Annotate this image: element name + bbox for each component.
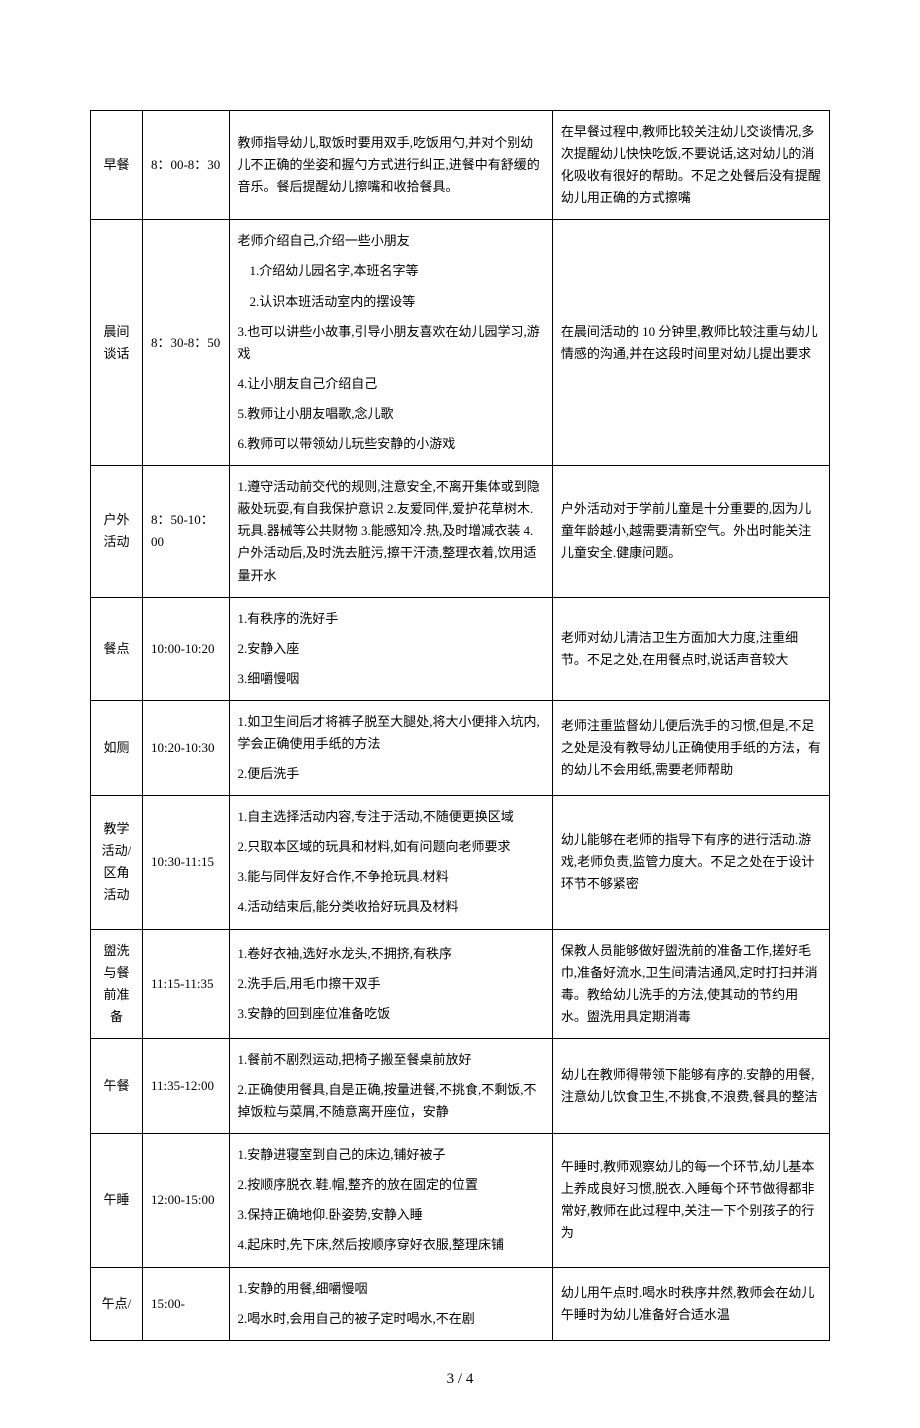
time-cell: 11:35-12:00 xyxy=(142,1038,229,1133)
time-cell: 8：00-8：30 xyxy=(142,111,229,220)
content-list-item: 1.介绍幼儿园名字,本班名字等 xyxy=(238,260,544,282)
activity-cell: 盥洗与餐前准备 xyxy=(91,929,143,1038)
content-list-item: 3.安静的回到座位准备吃饭 xyxy=(238,1003,544,1025)
table-row: 午点/15:00- 1.安静的用餐,细嚼慢咽 2.喝水时,会用自己的被子定时喝水,不… xyxy=(91,1267,830,1340)
notes-cell: 老师注重监督幼儿便后洗手的习惯,但是,不足之处是没有教导幼儿正确使用手纸的方法，… xyxy=(552,700,829,795)
activity-cell: 如厕 xyxy=(91,700,143,795)
content-list-item: 1.有秩序的洗好手 xyxy=(238,608,544,630)
content-list-item: 2.便后洗手 xyxy=(238,763,544,785)
notes-cell: 幼儿用午点时.喝水时秩序井然,教师会在幼儿午睡时为幼儿准备好合适水温 xyxy=(552,1267,829,1340)
content-cell: 1.安静进寝室到自己的床边,铺好被子 2.按顺序脱衣.鞋.帽,整齐的放在固定的位置… xyxy=(229,1134,552,1267)
content-list-item: 1.自主选择活动内容,专注于活动,不随便更换区域 xyxy=(238,806,544,828)
content-list-item: 4.活动结束后,能分类收拾好玩具及材料 xyxy=(238,896,544,918)
time-cell: 15:00- xyxy=(142,1267,229,1340)
table-row: 餐点10:00-10:20 1.有秩序的洗好手 2.安静入座 3.细嚼慢咽老师对幼儿清… xyxy=(91,597,830,700)
content-list-item: 1.餐前不剧烈运动,把椅子搬至餐桌前放好 xyxy=(238,1049,544,1071)
activity-cell: 午点/ xyxy=(91,1267,143,1340)
content-list-item: 1.安静进寝室到自己的床边,铺好被子 xyxy=(238,1144,544,1166)
time-cell: 12:00-15:00 xyxy=(142,1134,229,1267)
notes-cell: 午睡时,教师观察幼儿的每一个环节,幼儿基本上养成良好习惯,脱衣.入睡每个环节做得… xyxy=(552,1134,829,1267)
content-cell: 1.卷好衣袖,选好水龙头,不拥挤,有秩序 2.洗手后,用毛巾擦干双手 3.安静的回到… xyxy=(229,929,552,1038)
notes-cell: 户外活动对于学前儿童是十分重要的,因为儿童年龄越小,越需要清新空气。外出时能关注… xyxy=(552,466,829,597)
table-row: 教学活动/区角活动10:30-11:151.自主选择活动内容,专注于活动,不随便… xyxy=(91,796,830,929)
content-cell: 1.有秩序的洗好手 2.安静入座 3.细嚼慢咽 xyxy=(229,597,552,700)
content-cell: 1.安静的用餐,细嚼慢咽 2.喝水时,会用自己的被子定时喝水,不在剧 xyxy=(229,1267,552,1340)
activity-cell: 午睡 xyxy=(91,1134,143,1267)
activity-cell: 户外活动 xyxy=(91,466,143,597)
activity-cell: 教学活动/区角活动 xyxy=(91,796,143,929)
time-cell: 8：30-8：50 xyxy=(142,220,229,466)
table-row: 如厕10:20-10:301.如卫生间后才将裤子脱至大腿处,将大小便排入坑内,学… xyxy=(91,700,830,795)
time-cell: 10:20-10:30 xyxy=(142,700,229,795)
content-list-item: 3.保持正确地仰.卧姿势,安静入睡 xyxy=(238,1204,544,1226)
content-list-item: 6.教师可以带领幼儿玩些安静的小游戏 xyxy=(238,433,544,455)
activity-cell: 餐点 xyxy=(91,597,143,700)
content-cell: 1.餐前不剧烈运动,把椅子搬至餐桌前放好 2.正确使用餐具,自是正确,按量进餐,不… xyxy=(229,1038,552,1133)
content-list-item: 3.细嚼慢咽 xyxy=(238,668,544,690)
content-list-item: 1.卷好衣袖,选好水龙头,不拥挤,有秩序 xyxy=(238,943,544,965)
content-list-item: 4.起床时,先下床,然后按顺序穿好衣服,整理床铺 xyxy=(238,1234,544,1256)
content-list-item: 5.教师让小朋友唱歌,念儿歌 xyxy=(238,403,544,425)
content-list-item: 1.安静的用餐,细嚼慢咽 xyxy=(238,1278,544,1300)
time-cell: 10:00-10:20 xyxy=(142,597,229,700)
content-list-item: 2.安静入座 xyxy=(238,638,544,660)
table-row: 午睡12:00-15:00 1.安静进寝室到自己的床边,铺好被子 2.按顺序脱衣.鞋… xyxy=(91,1134,830,1267)
notes-cell: 老师对幼儿清洁卫生方面加大力度,注重细节。不足之处,在用餐点时,说话声音较大 xyxy=(552,597,829,700)
content-list-item: 2.喝水时,会用自己的被子定时喝水,不在剧 xyxy=(238,1308,544,1330)
content-list-item: 老师介绍自己,介绍一些小朋友 xyxy=(238,230,544,252)
schedule-table: 早餐8：00-8：30教师指导幼儿,取饭时要用双手,吃饭用勺,并对个别幼儿不正确… xyxy=(90,110,830,1341)
time-cell: 11:15-11:35 xyxy=(142,929,229,1038)
table-row: 盥洗与餐前准备11:15-11:35 1.卷好衣袖,选好水龙头,不拥挤,有秩序 2.… xyxy=(91,929,830,1038)
notes-cell: 在早餐过程中,教师比较关注幼儿交谈情况,多次提醒幼儿快快吃饭,不要说话,这对幼儿… xyxy=(552,111,829,220)
content-cell: 1.遵守活动前交代的规则,注意安全,不离开集体或到隐蔽处玩耍,有自我保护意识 2… xyxy=(229,466,552,597)
content-list-item: 2.按顺序脱衣.鞋.帽,整齐的放在固定的位置 xyxy=(238,1174,544,1196)
content-list-item: 3.能与同伴友好合作,不争抢玩具.材料 xyxy=(238,866,544,888)
content-list-item: 4.让小朋友自己介绍自己 xyxy=(238,373,544,395)
content-list-item: 2.洗手后,用毛巾擦干双手 xyxy=(238,973,544,995)
content-cell: 1.自主选择活动内容,专注于活动,不随便更换区域 2.只取本区域的玩具和材料,如有… xyxy=(229,796,552,929)
activity-cell: 午餐 xyxy=(91,1038,143,1133)
content-cell: 教师指导幼儿,取饭时要用双手,吃饭用勺,并对个别幼儿不正确的坐姿和握勺方式进行纠… xyxy=(229,111,552,220)
table-row: 早餐8：00-8：30教师指导幼儿,取饭时要用双手,吃饭用勺,并对个别幼儿不正确… xyxy=(91,111,830,220)
table-row: 午餐11:35-12:00 1.餐前不剧烈运动,把椅子搬至餐桌前放好 2.正确使用餐… xyxy=(91,1038,830,1133)
time-cell: 10:30-11:15 xyxy=(142,796,229,929)
notes-cell: 幼儿在教师得带领下能够有序的.安静的用餐,注意幼儿饮食卫生,不挑食,不浪费,餐具… xyxy=(552,1038,829,1133)
table-row: 晨间谈话8：30-8：50 老师介绍自己,介绍一些小朋友 1.介绍幼儿园名字,本班名… xyxy=(91,220,830,466)
time-cell: 8：50-10：00 xyxy=(142,466,229,597)
notes-cell: 幼儿能够在老师的指导下有序的进行活动.游戏,老师负责,监管力度大。不足之处在于设… xyxy=(552,796,829,929)
activity-cell: 早餐 xyxy=(91,111,143,220)
content-list-item: 2.认识本班活动室内的摆设等 xyxy=(238,291,544,313)
content-list-item: 1.如卫生间后才将裤子脱至大腿处,将大小便排入坑内,学会正确使用手纸的方法 xyxy=(238,711,544,755)
content-list-item: 2.只取本区域的玩具和材料,如有问题向老师要求 xyxy=(238,836,544,858)
page-number: 3 / 4 xyxy=(90,1371,830,1388)
notes-cell: 保教人员能够做好盥洗前的准备工作,搓好毛巾,准备好流水,卫生间清洁通风,定时打扫… xyxy=(552,929,829,1038)
content-list-item: 3.也可以讲些小故事,引导小朋友喜欢在幼儿园学习,游戏 xyxy=(238,321,544,365)
notes-cell: 在晨间活动的 10 分钟里,教师比较注重与幼儿情感的沟通,并在这段时间里对幼儿提… xyxy=(552,220,829,466)
content-list-item: 2.正确使用餐具,自是正确,按量进餐,不挑食,不剩饭,不掉饭粒与菜屑,不随意离开… xyxy=(238,1079,544,1123)
activity-cell: 晨间谈话 xyxy=(91,220,143,466)
content-cell: 1.如卫生间后才将裤子脱至大腿处,将大小便排入坑内,学会正确使用手纸的方法 2.便… xyxy=(229,700,552,795)
table-row: 户外活动8：50-10：001.遵守活动前交代的规则,注意安全,不离开集体或到隐… xyxy=(91,466,830,597)
content-cell: 老师介绍自己,介绍一些小朋友 1.介绍幼儿园名字,本班名字等 2.认识本班活动室内的… xyxy=(229,220,552,466)
